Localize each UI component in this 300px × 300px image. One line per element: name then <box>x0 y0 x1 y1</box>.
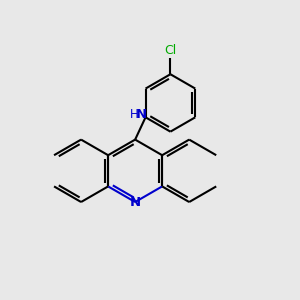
Text: N: N <box>130 196 141 208</box>
Text: H: H <box>130 108 139 122</box>
Text: Cl: Cl <box>164 44 176 57</box>
Text: N: N <box>136 108 147 122</box>
